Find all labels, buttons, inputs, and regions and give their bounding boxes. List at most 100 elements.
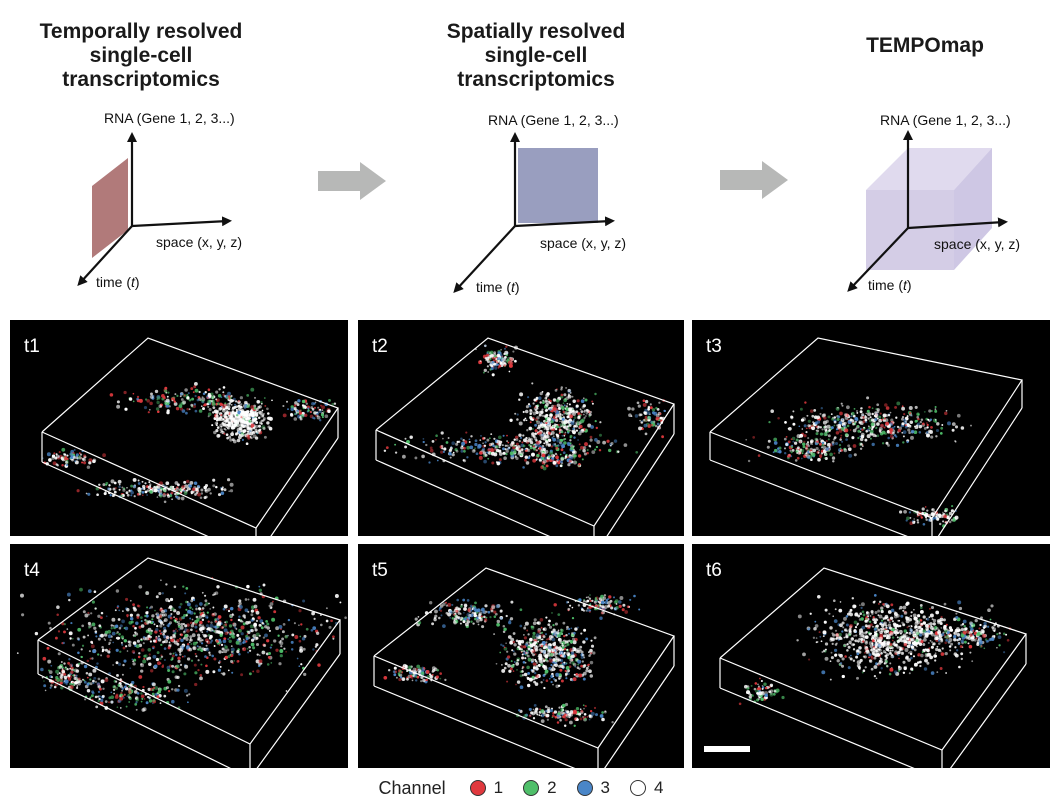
- rna-spot: [455, 449, 459, 453]
- rna-spot: [105, 615, 108, 618]
- rna-spot: [533, 646, 538, 650]
- rna-spot: [837, 406, 839, 409]
- rna-spot: [803, 434, 807, 438]
- rna-spot: [72, 674, 75, 677]
- rna-spot: [247, 630, 251, 635]
- rna-spot: [631, 407, 635, 411]
- rna-spot: [544, 414, 548, 418]
- rna-spot: [250, 436, 253, 440]
- rna-spot: [217, 661, 221, 664]
- rna-spot: [508, 370, 511, 373]
- rna-spot: [579, 445, 584, 450]
- rna-spot: [506, 444, 509, 447]
- rna-spot: [245, 640, 248, 643]
- rna-spot: [663, 409, 666, 413]
- rna-spot: [573, 673, 576, 676]
- rna-spot: [504, 662, 508, 666]
- rna-spot: [884, 403, 888, 407]
- rna-spot: [805, 427, 808, 430]
- rna-spot: [567, 601, 570, 603]
- rna-spot: [233, 419, 237, 423]
- rna-spot: [534, 432, 537, 435]
- rna-spot: [123, 659, 127, 663]
- rna-spot: [564, 457, 567, 460]
- rna-spot: [559, 631, 563, 635]
- rna-spot: [870, 427, 874, 431]
- rna-spot: [806, 414, 809, 417]
- rna-spot: [610, 441, 614, 446]
- rna-spot: [91, 600, 95, 604]
- rna-spot: [83, 664, 88, 669]
- rna-spot: [79, 453, 83, 456]
- rna-spot: [504, 448, 507, 451]
- rna-spot: [642, 419, 646, 422]
- rna-spot: [495, 448, 500, 453]
- rna-spot: [262, 583, 266, 587]
- rna-spot: [443, 447, 447, 451]
- rna-spot: [229, 482, 234, 487]
- rna-spot: [400, 676, 403, 679]
- rna-spot: [171, 607, 175, 611]
- rna-spot: [843, 413, 848, 417]
- rna-spot: [573, 432, 576, 435]
- rna-spot: [138, 675, 143, 679]
- rna-spot: [436, 459, 439, 462]
- rna-spot: [558, 706, 561, 709]
- rna-spot: [63, 662, 66, 665]
- rna-spot: [129, 667, 132, 670]
- rna-spot: [495, 662, 498, 665]
- rna-spot: [185, 411, 188, 415]
- rna-spot: [537, 621, 541, 625]
- rna-spot: [221, 647, 225, 651]
- rna-spot: [638, 608, 641, 611]
- rna-spot: [601, 717, 605, 722]
- rna-spot: [108, 648, 111, 651]
- rna-spot: [538, 638, 541, 642]
- space-axis-label-3: space (x, y, z): [934, 236, 1020, 252]
- rna-spot: [97, 614, 101, 618]
- rna-spot: [238, 599, 242, 603]
- rna-spot: [149, 401, 153, 406]
- rna-spot: [813, 409, 817, 412]
- rna-spot: [242, 410, 246, 414]
- rna-spot: [559, 416, 563, 421]
- rna-spot: [254, 436, 259, 440]
- rna-spot: [168, 621, 173, 625]
- rna-spot: [83, 454, 87, 458]
- rna-spot: [551, 637, 556, 642]
- rna-spot: [132, 603, 135, 606]
- rna-spot: [198, 397, 202, 401]
- rna-spot: [861, 428, 864, 431]
- rna-spot: [174, 481, 179, 485]
- rna-spot: [159, 488, 163, 492]
- rna-spot: [518, 433, 522, 437]
- rna-spot: [525, 651, 529, 655]
- rna-spot: [270, 643, 273, 647]
- rna-spot: [956, 413, 961, 418]
- rna-spot: [142, 484, 146, 489]
- rna-spot: [491, 461, 495, 465]
- rna-spot: [532, 445, 535, 448]
- rna-spot: [512, 350, 515, 353]
- rna-spot: [452, 610, 455, 613]
- rna-spot: [161, 640, 165, 644]
- rna-spot: [529, 643, 534, 648]
- rna-spot: [798, 439, 803, 444]
- rna-spot: [97, 677, 101, 681]
- rna-spot: [179, 637, 182, 640]
- rna-spot: [463, 459, 467, 463]
- rna-spot: [194, 604, 198, 608]
- rna-spot: [252, 634, 257, 638]
- rna-spot: [140, 648, 145, 652]
- rna-spot: [535, 637, 539, 640]
- rna-spot: [226, 648, 230, 652]
- rna-spot: [238, 406, 242, 410]
- rna-spot: [422, 438, 425, 440]
- rna-spot: [130, 489, 133, 492]
- rna-spot: [792, 423, 795, 426]
- rna-spot: [827, 415, 831, 419]
- rna-spot: [193, 481, 198, 485]
- rna-spot: [122, 488, 126, 492]
- rna-spot: [515, 447, 518, 450]
- rna-spot: [74, 460, 76, 462]
